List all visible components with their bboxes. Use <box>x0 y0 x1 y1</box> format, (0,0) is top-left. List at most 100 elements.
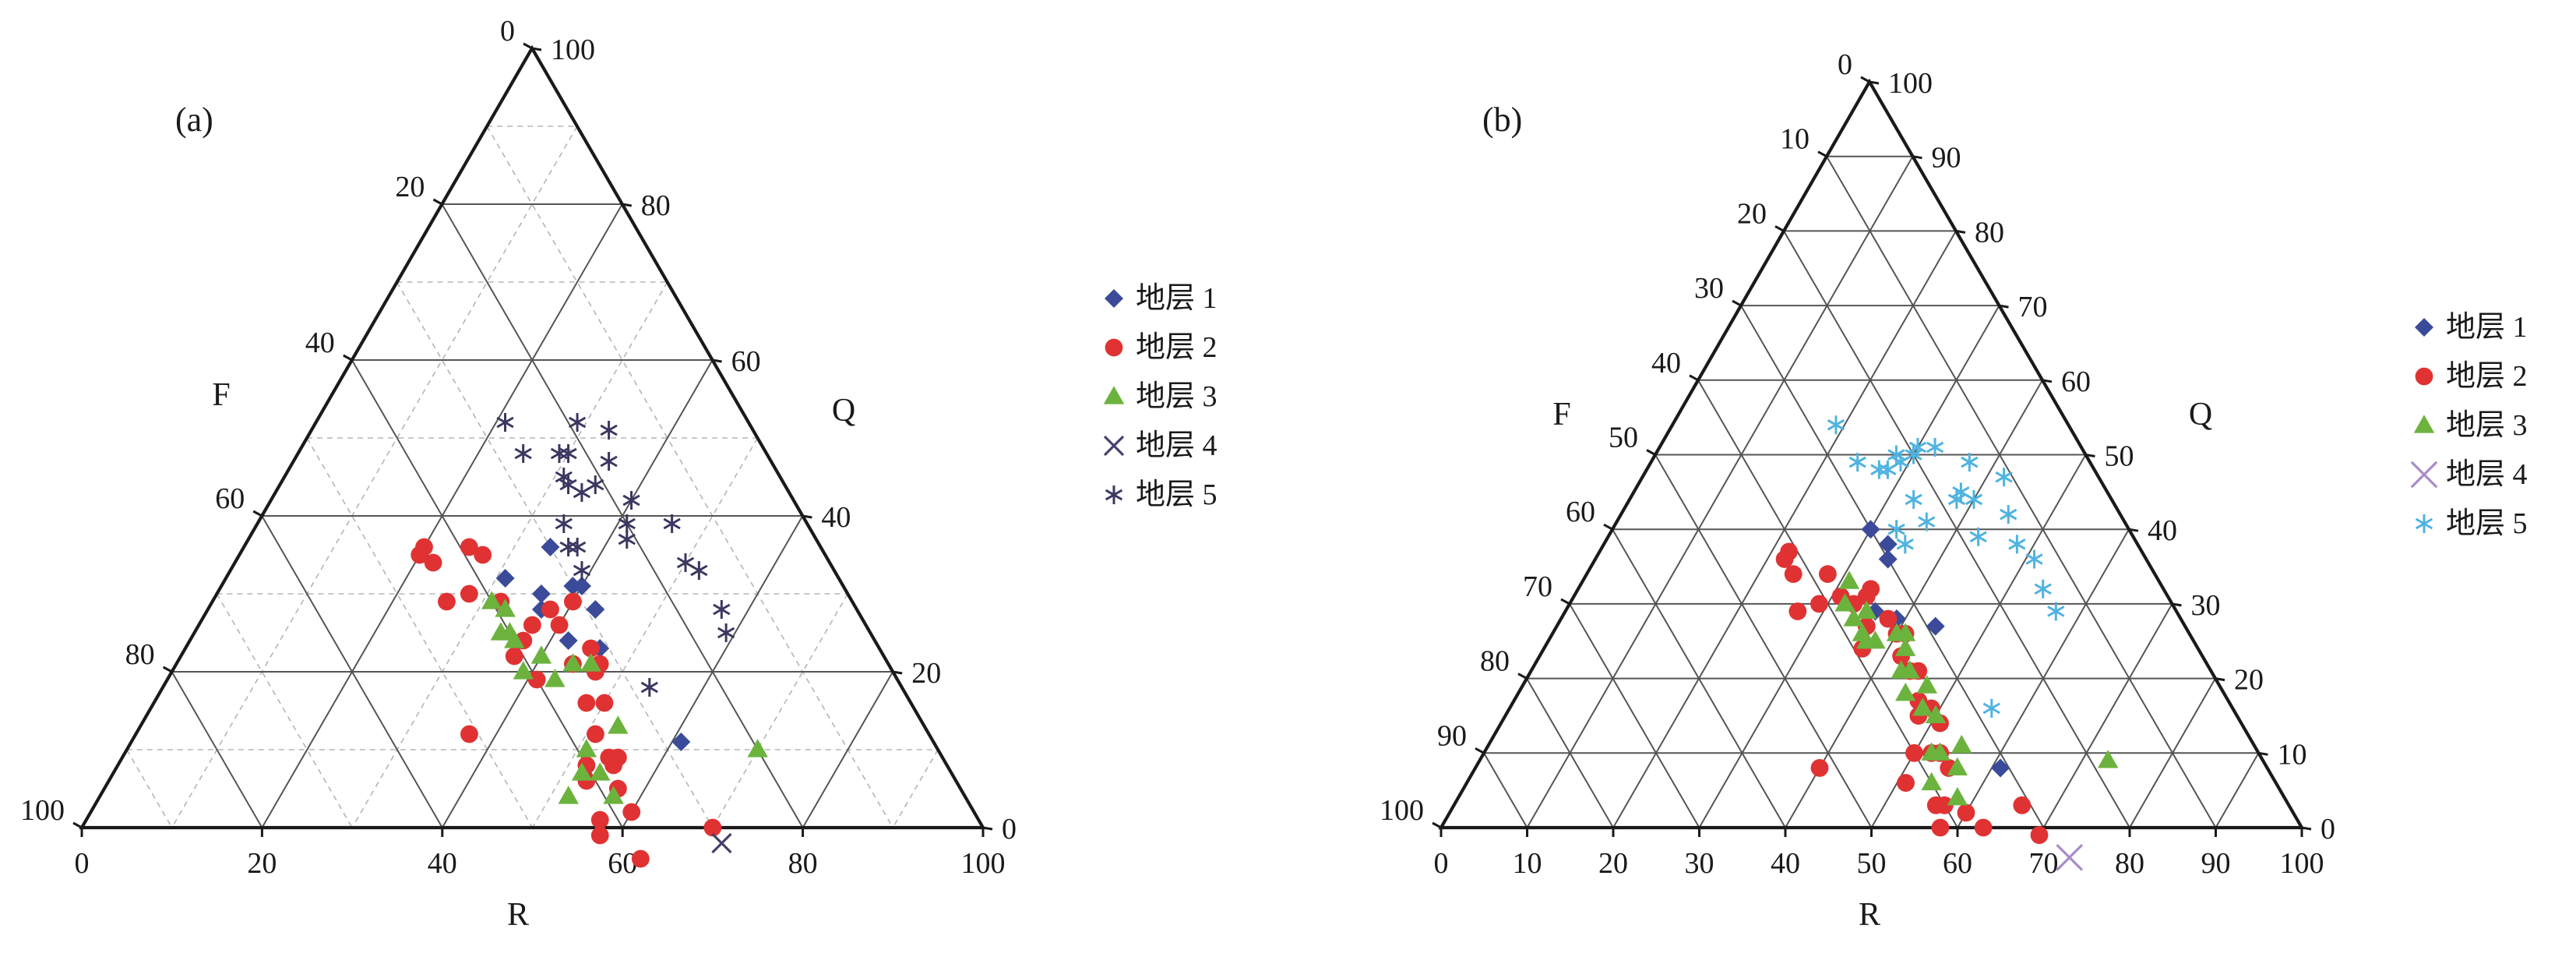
legend-marker-series-3 <box>1103 386 1125 404</box>
data-point-series-2 <box>631 849 650 868</box>
legend-a: 地层 1 地层 2 地层 3 地层 4 地层 5 <box>1103 282 1218 511</box>
data-point-series-3 <box>1834 593 1855 612</box>
tick-mark-f <box>1517 673 1528 680</box>
grid-line-minor <box>486 125 893 828</box>
axis-title-f-a: F <box>212 377 230 413</box>
data-point-series-3 <box>608 715 629 734</box>
tick-label-r: 40 <box>428 847 457 880</box>
data-point-series-2 <box>460 584 478 603</box>
tick-mark-q <box>2128 528 2139 532</box>
tick-mark-q <box>2301 826 2312 831</box>
ternary-panel-b: 0010010109020208030307040406050505060604… <box>1380 48 2528 933</box>
tick-label-q: 90 <box>1932 142 1961 175</box>
panel-label-b: (b) <box>1482 101 1522 139</box>
tick-label-r: 20 <box>1598 847 1628 880</box>
data-point-series-3 <box>603 786 624 804</box>
tick-label-f: 100 <box>20 794 65 827</box>
grid-line-minor <box>126 749 173 828</box>
data-point-series-3 <box>571 762 593 781</box>
tick-label-r: 50 <box>1857 847 1887 880</box>
data-point-series-5 <box>1870 460 1888 479</box>
data-point-series-2 <box>1974 818 1993 837</box>
data-point-series-5 <box>2025 549 2043 569</box>
grid-line-major <box>1483 752 1528 828</box>
tick-label-f: 60 <box>1566 496 1595 528</box>
tick-mark-f <box>343 354 353 362</box>
data-point-series-2 <box>1862 580 1880 599</box>
data-point-series-5 <box>618 530 636 549</box>
data-point-series-3 <box>1894 623 1916 641</box>
data-point-series-2 <box>460 725 478 743</box>
data-point-series-3 <box>504 630 525 648</box>
tick-label-f: 0 <box>1838 48 1852 81</box>
tick-label-r: 30 <box>1685 847 1714 880</box>
data-point-series-3 <box>1865 630 1886 649</box>
data-point-series-5 <box>573 483 591 502</box>
data-point-series-5 <box>1982 698 2000 718</box>
data-point-series-2 <box>1810 595 1828 613</box>
tick-label-r: 20 <box>247 847 277 880</box>
tick-mark-q <box>1955 229 1966 234</box>
data-point-series-2 <box>590 826 609 845</box>
data-point-series-5 <box>640 678 658 697</box>
data-point-series-3 <box>513 661 534 680</box>
data-point-series-2 <box>1810 759 1829 777</box>
data-point-series-3 <box>1838 570 1860 589</box>
grid-line-major <box>351 359 624 828</box>
legend-label-series-3: 地层 3 <box>1136 380 1218 413</box>
data-point-series-3 <box>747 739 768 757</box>
legend-label-series-2: 地层 2 <box>2446 360 2528 393</box>
legend-label-series-2: 地层 2 <box>1136 331 1218 364</box>
data-point-series-5 <box>1926 437 1944 457</box>
data-point-series-5 <box>676 553 695 572</box>
ticks-b: 0010010109020208030307040406050505060604… <box>1380 48 2335 880</box>
grid-line-major <box>1698 305 2000 828</box>
data-point-series-3 <box>1916 675 1938 694</box>
data-point-series-3 <box>530 645 552 664</box>
data-point-series-5 <box>559 444 577 463</box>
data-point-series-3 <box>1912 697 1933 716</box>
data-point-series-5 <box>1896 535 1914 554</box>
data-point-series-2 <box>1819 565 1837 584</box>
tick-mark-q <box>2085 454 2095 457</box>
grid-line-major <box>1957 528 2130 828</box>
tick-label-f: 40 <box>305 327 335 359</box>
tick-mark-q <box>2258 751 2268 756</box>
data-point-series-2 <box>587 725 604 743</box>
tick-label-q: 70 <box>2018 291 2048 323</box>
axis-title-q-b: Q <box>2189 397 2212 433</box>
tick-mark-q <box>2172 602 2182 607</box>
tick-label-f: 30 <box>1694 272 1724 305</box>
tick-mark-q <box>982 826 993 831</box>
data-point-series-3 <box>1856 600 1877 620</box>
tick-label-f: 20 <box>1737 197 1767 230</box>
tick-mark-f <box>1732 299 1742 307</box>
tick-label-q: 40 <box>2148 514 2177 547</box>
legend-label-series-4: 地层 4 <box>1136 429 1218 462</box>
points-a <box>411 413 768 868</box>
tick-label-q: 60 <box>2061 365 2091 398</box>
data-point-series-3 <box>1899 660 1920 679</box>
data-point-series-1 <box>1861 520 1880 539</box>
axis-title-q-a: Q <box>832 393 855 429</box>
tick-label-q: 60 <box>731 345 761 378</box>
data-point-series-5 <box>573 561 591 580</box>
axis-title-r-a: R <box>507 897 529 933</box>
data-point-series-2 <box>1957 803 1975 822</box>
data-point-series-2 <box>582 639 600 658</box>
grid-line-major <box>2042 603 2173 828</box>
data-point-series-3 <box>576 739 597 757</box>
tick-mark-q <box>622 203 633 207</box>
axis-title-r-b: R <box>1859 897 1880 933</box>
data-point-series-1 <box>1878 549 1898 569</box>
tick-mark-f <box>1860 76 1870 83</box>
data-point-series-2 <box>1905 743 1923 762</box>
tick-mark-f <box>1646 449 1656 456</box>
data-point-series-5 <box>1918 512 1936 531</box>
data-point-series-2 <box>564 592 582 611</box>
grid-line-minor <box>351 281 668 828</box>
tick-label-f: 20 <box>395 171 425 203</box>
legend-marker-series-4 <box>2410 461 2438 489</box>
tick-label-q: 30 <box>2191 589 2221 622</box>
